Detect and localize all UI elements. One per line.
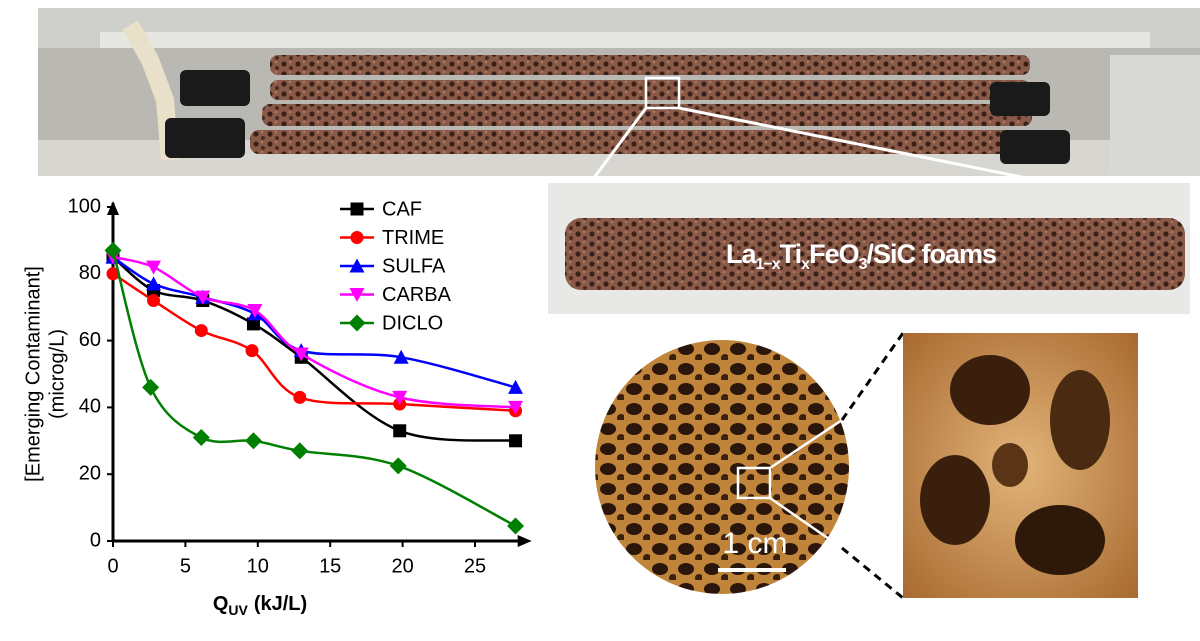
x-axis-arrow — [517, 535, 532, 547]
marker — [146, 260, 162, 275]
marker — [392, 390, 408, 405]
label-text: Ti — [780, 239, 802, 269]
x-tick-label: 25 — [464, 555, 486, 577]
label-subscript: 3 — [859, 256, 868, 273]
marker — [246, 317, 260, 331]
y-tick-label: 100 — [68, 195, 101, 217]
y-axis-label: [Emerging Contaminant] — [22, 266, 44, 482]
x-tick-label: 0 — [107, 555, 118, 577]
foam-closeup: 1 cm — [595, 332, 1138, 600]
marker — [247, 304, 263, 319]
marker — [293, 390, 307, 404]
y-tick-label: 60 — [79, 329, 101, 351]
y-tick-label: 40 — [79, 396, 101, 418]
marker — [146, 276, 162, 291]
x-label-main: Q — [213, 593, 229, 615]
series-line — [112, 255, 516, 409]
marker — [106, 267, 120, 281]
label-subscript: x — [801, 256, 810, 273]
y-tick-label: 80 — [79, 262, 101, 284]
marker — [349, 258, 365, 273]
series-line — [111, 250, 517, 528]
x-label-sub: UV — [228, 602, 248, 618]
marker — [508, 379, 524, 394]
marker — [350, 202, 364, 216]
marker — [244, 432, 262, 450]
x-tick-label: 15 — [319, 555, 341, 577]
marker — [291, 442, 309, 460]
legend-label: SULFA — [382, 255, 446, 277]
label-text: La — [726, 239, 757, 269]
marker — [509, 434, 523, 448]
marker — [245, 344, 259, 358]
marker — [104, 241, 122, 259]
marker — [195, 290, 211, 305]
legend-label: DICLO — [382, 312, 443, 334]
marker — [389, 457, 407, 475]
x-tick-label: 20 — [391, 555, 413, 577]
series-line — [112, 256, 516, 443]
marker — [393, 424, 407, 438]
chart: [Emerging Contaminant] (microg/L) QUV (kJ… — [22, 195, 532, 618]
marker — [194, 324, 208, 338]
marker — [393, 349, 409, 364]
y-tick-label: 0 — [90, 529, 101, 551]
legend-label: TRIME — [382, 227, 444, 249]
reactor-photo — [38, 8, 1200, 212]
legend-label: CAF — [382, 198, 422, 220]
legend-label: CARBA — [382, 284, 452, 306]
x-tick-label: 10 — [247, 555, 269, 577]
marker — [147, 294, 161, 308]
label-text: FeO — [809, 239, 859, 269]
y-tick-label: 20 — [79, 462, 101, 484]
marker — [142, 378, 160, 396]
marker — [349, 288, 365, 302]
marker — [350, 231, 364, 244]
y-axis-label: (microg/L) — [46, 329, 68, 419]
x-label-unit: (kJ/L) — [254, 593, 307, 615]
foam-label: La1−xTixFeO3/SiC foams — [726, 239, 996, 273]
marker — [507, 517, 525, 535]
x-tick-label: 5 — [180, 555, 191, 577]
label-text: /SiC foams — [867, 239, 997, 269]
marker — [293, 347, 309, 362]
foam-photo: La1−xTixFeO3/SiC foams — [548, 183, 1190, 314]
scale-bar-label: 1 cm — [722, 527, 787, 560]
x-axis-label: QUV (kJ/L) — [213, 593, 307, 617]
label-subscript: 1−x — [756, 256, 781, 273]
marker — [348, 314, 366, 332]
marker — [508, 400, 524, 415]
marker — [192, 428, 210, 446]
